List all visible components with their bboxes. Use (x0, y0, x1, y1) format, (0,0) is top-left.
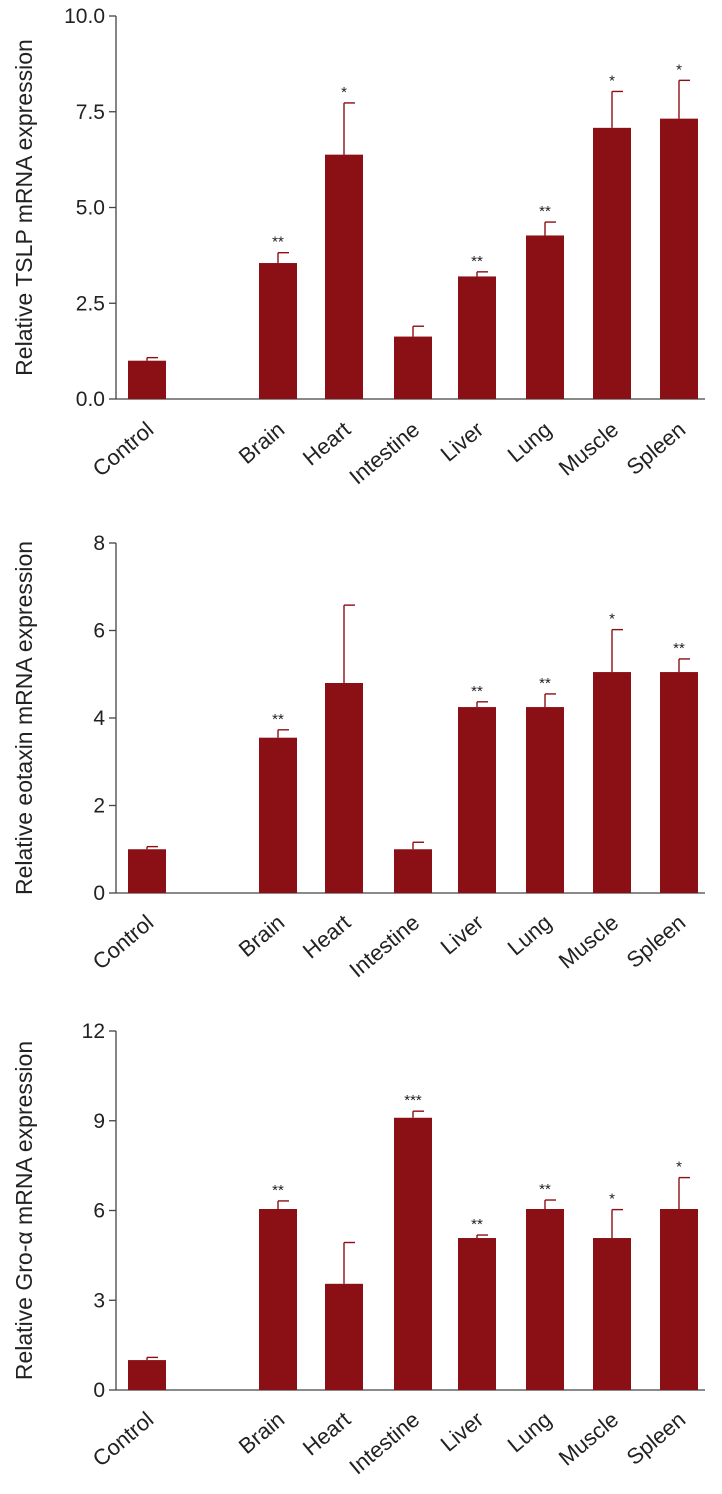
tslp-bar-control (128, 360, 166, 399)
gro-alpha-category-label: Spleen (622, 1407, 691, 1470)
gro-alpha-category-label: Brain (234, 1407, 289, 1459)
tslp-chart-panel: 0.0 2.5 5.0 7.5 10.0 Relative TSLP mRNA expre… (11, 5, 705, 489)
tslp-y-tick-label: 5.0 (76, 197, 105, 220)
eotaxin-significance-marker: ** (471, 683, 483, 700)
tslp-category-label: Intestine (344, 417, 424, 490)
gro-alpha-category-label: Lung (503, 1407, 557, 1458)
eotaxin-bar-control (128, 849, 166, 893)
eotaxin-bar-muscle (593, 672, 631, 893)
gro-alpha-bar-liver (458, 1238, 496, 1390)
gro-alpha-bar-brain (259, 1209, 297, 1390)
gro-alpha-y-axis-title: Relative Gro-α mRNA expression (11, 1041, 37, 1380)
tslp-y-tick-label: 2.5 (76, 292, 105, 315)
gro-alpha-significance-marker: ** (471, 1216, 483, 1233)
eotaxin-category-label: Spleen (622, 910, 691, 973)
eotaxin-bar-heart (325, 683, 363, 893)
eotaxin-significance-marker: ** (272, 711, 284, 728)
gro-alpha-y-tick-label: 6 (93, 1200, 105, 1223)
gro-alpha-y-tick-label: 12 (82, 1020, 105, 1043)
gro-alpha-bar-heart (325, 1283, 363, 1390)
eotaxin-bar-liver (458, 707, 496, 893)
tslp-significance-marker: * (676, 61, 682, 78)
gro-alpha-significance-marker: * (676, 1159, 682, 1176)
tslp-y-tick-label: 7.5 (76, 101, 105, 124)
eotaxin-bar-intestine (394, 849, 432, 893)
gro-alpha-category-label: Heart (298, 1407, 355, 1461)
tslp-category-label: Heart (298, 417, 355, 471)
tslp-category-label: Brain (234, 417, 289, 469)
eotaxin-bar-brain (259, 737, 297, 893)
eotaxin-bar-lung (526, 707, 564, 893)
eotaxin-chart-panel: 0 2 4 6 8 Relative eotaxin mRNA expression Con… (11, 532, 705, 982)
tslp-significance-marker: * (341, 84, 347, 101)
tslp-y-tick-label: 10.0 (64, 5, 105, 28)
tslp-significance-marker: ** (272, 234, 284, 251)
eotaxin-significance-marker: ** (539, 675, 551, 692)
eotaxin-y-tick-label: 0 (93, 882, 105, 905)
eotaxin-category-label: Lung (503, 910, 557, 961)
eotaxin-significance-marker: ** (673, 640, 685, 657)
gro-alpha-category-label: Control (88, 1407, 158, 1472)
tslp-bar-liver (458, 276, 496, 399)
eotaxin-y-tick-label: 2 (93, 795, 105, 818)
tslp-category-label: Lung (503, 417, 557, 468)
eotaxin-category-label: Heart (298, 910, 355, 964)
tslp-category-label: Liver (436, 417, 489, 467)
gro-alpha-y-tick-label: 3 (93, 1289, 105, 1312)
gro-alpha-y-tick-label: 9 (93, 1110, 105, 1133)
gro-alpha-bar-muscle (593, 1238, 631, 1390)
eotaxin-bar-spleen (660, 672, 698, 893)
eotaxin-significance-marker: * (609, 611, 615, 628)
eotaxin-category-label: Brain (234, 910, 289, 962)
gro-alpha-bar-lung (526, 1209, 564, 1390)
eotaxin-y-tick-label: 8 (93, 532, 105, 555)
gro-alpha-y-tick-label: 0 (93, 1379, 105, 1402)
tslp-bar-muscle (593, 127, 631, 399)
gro-alpha-chart-panel: 0 3 6 9 12 Relative Gro-α mRNA expression Cont… (11, 1020, 705, 1479)
tslp-category-label: Control (88, 417, 158, 482)
gro-alpha-significance-marker: ** (539, 1181, 551, 1198)
eotaxin-category-label: Control (88, 910, 158, 975)
eotaxin-category-label: Liver (436, 910, 489, 960)
tslp-bar-brain (259, 263, 297, 399)
tslp-category-label: Spleen (622, 417, 691, 480)
eotaxin-y-tick-label: 4 (93, 707, 105, 730)
eotaxin-category-label: Muscle (554, 910, 623, 974)
tslp-significance-marker: ** (471, 253, 483, 270)
tslp-bar-intestine (394, 336, 432, 399)
tslp-bar-spleen (660, 118, 698, 400)
gro-alpha-bar-intestine (394, 1117, 432, 1390)
tslp-y-tick-label: 0.0 (76, 388, 105, 411)
eotaxin-category-label: Intestine (344, 910, 424, 983)
gro-alpha-significance-marker: ** (272, 1182, 284, 1199)
gro-alpha-category-label: Liver (436, 1407, 489, 1457)
gro-alpha-significance-marker: *** (404, 1092, 422, 1109)
tslp-bar-heart (325, 154, 363, 399)
tslp-significance-marker: ** (539, 203, 551, 220)
tslp-y-axis-title: Relative TSLP mRNA expression (11, 39, 37, 376)
gro-alpha-category-label: Intestine (344, 1407, 424, 1480)
eotaxin-y-tick-label: 6 (93, 620, 105, 643)
gro-alpha-bar-control (128, 1360, 166, 1390)
gro-alpha-category-label: Muscle (554, 1407, 623, 1471)
tslp-significance-marker: * (609, 72, 615, 89)
gro-alpha-bar-spleen (660, 1209, 698, 1390)
tslp-bar-lung (526, 235, 564, 399)
gro-alpha-significance-marker: * (609, 1191, 615, 1208)
eotaxin-y-axis-title: Relative eotaxin mRNA expression (11, 541, 37, 895)
tslp-category-label: Muscle (554, 417, 623, 481)
